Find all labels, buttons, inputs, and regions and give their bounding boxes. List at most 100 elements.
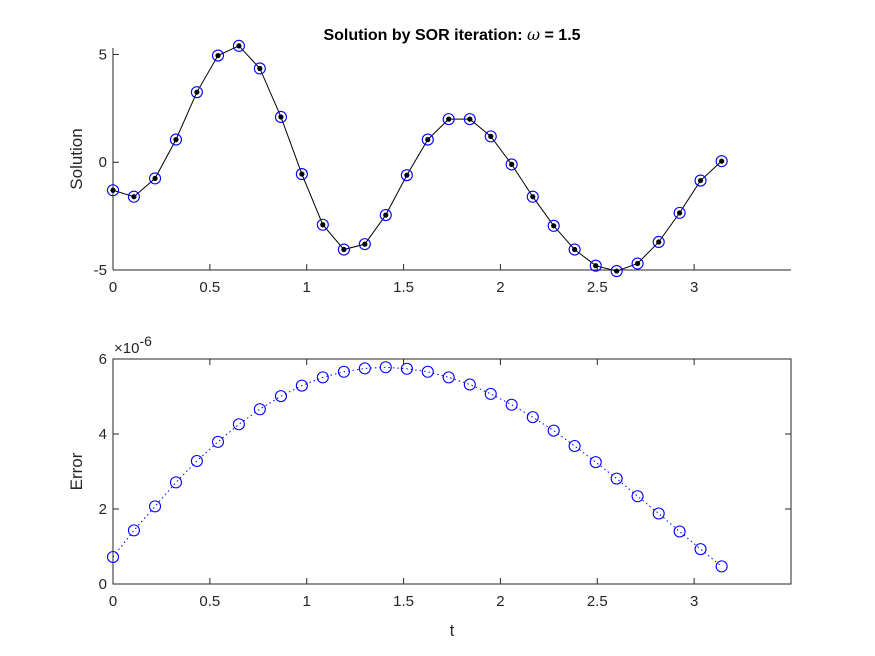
error-circle-marker <box>694 543 707 556</box>
solution-dot-marker <box>383 212 389 218</box>
error-circle-marker <box>148 500 162 513</box>
error-circle-marker <box>589 456 602 469</box>
solution-dot-marker <box>488 133 494 139</box>
error-circle-marker <box>295 379 308 392</box>
error-circle-marker <box>400 362 413 375</box>
error-circle-marker <box>127 524 140 537</box>
solution-dot-marker <box>131 194 137 200</box>
error-circle-marker <box>106 550 120 564</box>
y-tick-label: 6 <box>99 351 107 368</box>
solution-circle-marker <box>568 243 581 256</box>
x-tick-label: 2.5 <box>587 593 608 610</box>
solution-dot-marker <box>677 210 683 216</box>
error-circle-marker <box>547 424 560 437</box>
solution-circle-marker <box>274 110 288 124</box>
y-tick-label: 0 <box>99 576 107 593</box>
solution-circle-marker <box>358 238 371 251</box>
y-tick-label: 0 <box>99 154 107 171</box>
error-circle-marker <box>316 371 329 384</box>
solution-dot-marker <box>572 246 578 253</box>
error-circle-marker <box>169 476 183 489</box>
solution-circle-marker <box>253 62 266 75</box>
solution-circle-marker <box>463 113 476 126</box>
solution-circle-marker <box>673 206 686 219</box>
solution-circle-marker <box>715 155 728 168</box>
solution-dot-marker <box>110 187 116 193</box>
solution-circle-marker <box>694 174 707 187</box>
solution-dot-marker <box>236 43 242 49</box>
x-tick-label: 3 <box>690 279 698 296</box>
solution-dot-marker <box>446 116 452 122</box>
solution-dot-marker <box>257 65 263 72</box>
solution-dot-marker <box>299 171 305 177</box>
solution-dot-marker <box>278 114 284 120</box>
error-circle-marker <box>484 387 497 400</box>
solution-circle-marker <box>169 133 183 146</box>
error-circle-marker <box>610 472 623 485</box>
x-tick-label: 0.5 <box>199 279 220 296</box>
x-tick-label: 0 <box>109 593 117 610</box>
solution-circle-marker <box>421 133 434 146</box>
error-circle-marker <box>652 507 665 520</box>
omega-symbol: ω <box>527 25 540 44</box>
error-circle-marker <box>463 378 476 391</box>
solution-circle-marker <box>589 259 602 272</box>
solution-dot-marker <box>509 161 515 167</box>
error-circle-marker <box>673 525 686 538</box>
error-circle-marker <box>232 418 245 431</box>
axes-box <box>112 358 792 585</box>
solution-circle-marker <box>505 158 518 171</box>
solution-circle-marker <box>631 257 644 270</box>
solution-dot-marker <box>467 116 473 122</box>
solution-circle-marker <box>610 265 623 278</box>
y-axis-label: Solution <box>67 128 86 189</box>
error-circle-marker <box>631 490 644 503</box>
error-circle-marker <box>379 361 392 374</box>
solution-circle-marker <box>652 235 665 249</box>
error-circle-marker <box>568 439 581 453</box>
error-circle-marker <box>442 371 455 384</box>
x-tick-label: 2.5 <box>587 279 608 296</box>
solution-circle-marker <box>106 184 120 197</box>
solution-dot-marker <box>614 268 620 274</box>
x-tick-label: 0.5 <box>199 593 220 610</box>
error-circle-marker <box>358 362 371 375</box>
solution-dot-marker <box>152 175 158 181</box>
solution-circle-marker <box>232 39 245 52</box>
y-axis-label: Error <box>67 452 86 490</box>
solution-dot-marker <box>341 246 347 253</box>
y-tick-label: 4 <box>99 426 107 443</box>
y-exponent-label: ×10-6 <box>114 333 152 357</box>
y-tick-label: -5 <box>94 262 107 279</box>
solution-dot-marker <box>634 260 641 267</box>
error-circle-marker <box>421 365 434 378</box>
x-tick-label: 2 <box>496 279 504 296</box>
solution-dot-marker <box>320 222 326 228</box>
error-circle-marker <box>337 365 350 378</box>
solution-dot-marker <box>593 263 599 269</box>
solution-dot-marker <box>530 194 536 200</box>
solution-circle-marker <box>484 130 497 143</box>
x-tick-label: 1.5 <box>393 279 414 296</box>
x-tick-label: 1.5 <box>393 593 414 610</box>
error-circle-marker <box>253 403 266 416</box>
solution-circle-marker <box>337 243 350 256</box>
y-tick-label: 5 <box>99 46 107 63</box>
error-axes: 0 0.5 1 1.5 2 2.5 3 0 2 4 6 Error t ×10-6 <box>67 333 792 640</box>
solution-dot-marker <box>215 52 221 59</box>
x-axis-label: t <box>450 621 455 640</box>
solution-circle-marker <box>127 190 140 203</box>
error-circle-marker <box>190 454 203 468</box>
error-circle-marker <box>211 435 225 448</box>
solution-dot-marker <box>173 137 179 143</box>
solution-circle-marker <box>316 218 329 231</box>
solution-line <box>112 45 722 272</box>
error-circle-marker <box>505 398 518 411</box>
solution-circle-marker <box>211 49 225 62</box>
solution-dot-marker <box>362 241 368 247</box>
x-tick-label: 2 <box>496 593 504 610</box>
error-circle-marker <box>274 390 288 403</box>
solution-circle-marker <box>379 208 392 222</box>
